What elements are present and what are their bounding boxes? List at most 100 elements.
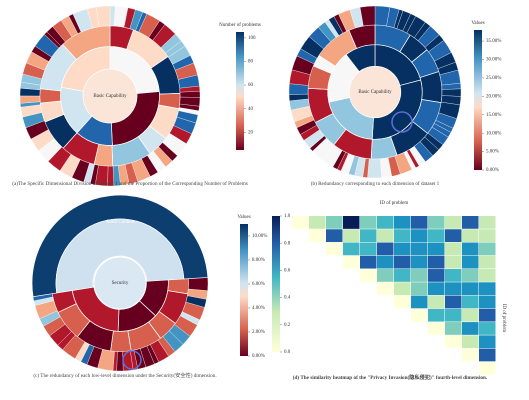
heatmap-cell [462,229,479,243]
colorbar [474,30,482,170]
sunburst-wedge [359,5,376,27]
colorbar-tick-label: 25.00% [486,76,501,81]
heatmap-cell [394,269,411,282]
colorbar-tick-label: 100 [248,36,256,41]
heatmap-cell [309,216,326,229]
colorbar-tick-label: 20.00% [486,94,501,99]
heatmap-cell [479,255,496,269]
heatmap-cell [428,255,445,269]
heatmap-cell [326,242,343,256]
x-axis-label: ID of problem [380,201,409,206]
colorbar-tick-label: 0.00% [252,354,265,359]
heatmap-cell [445,229,462,243]
heatmap-cell [445,295,462,309]
heatmap-cell [445,242,462,256]
heatmap-cell [428,308,445,322]
heatmap-cell [479,229,496,243]
heatmap-cell [343,229,360,243]
y-axis-label: ID of problem [501,304,506,333]
heatmap-cell [411,295,428,309]
heatmap-cell [377,269,394,282]
colorbar-title: Values [237,215,250,220]
heatmap-cell [360,229,377,243]
colorbar [272,216,280,352]
heatmap-cell [479,335,496,349]
sunburst-wedge [179,91,201,98]
heatmap-cell [479,308,496,322]
heatmap-cell [462,348,479,362]
heatmap-cell [394,255,411,269]
heatmap-cell [394,295,411,309]
colorbar-title: Values [471,21,484,26]
colorbar-tick-label: 0.8 [284,241,291,246]
caption: (c) The redundancy of each low-level dim… [33,371,216,379]
heatmap-cell [462,255,479,269]
colorbar-tick-label: 60 [248,83,254,88]
heatmap-cell [411,308,428,322]
heatmap-cell [377,255,394,269]
heatmap-cell [462,269,479,282]
colorbar-tick-label: 10.00% [252,234,267,239]
heatmap-cell [343,216,360,229]
heatmap-cell [462,335,479,349]
heatmap-cell [462,282,479,296]
heatmap-cell [377,242,394,256]
colorbar-tick-label: 40 [248,107,254,112]
heatmap-cell [479,269,496,282]
heatmap-cell [326,216,343,229]
heatmap-cell [428,242,445,256]
heatmap-cell [479,216,496,229]
heatmap-cell [360,269,377,282]
heatmap-cell [479,348,496,362]
heatmap-cell [428,216,445,229]
heatmap-cell [394,242,411,256]
heatmap-cell [360,255,377,269]
heatmap-cell [377,282,394,296]
heatmap-cell [394,216,411,229]
colorbar-tick-label: 2.00% [252,330,265,335]
heatmap-cell [292,216,309,229]
colorbar-tick-label: 0.4 [284,296,291,301]
heatmap-cell [445,335,462,349]
heatmap-cell [445,322,462,335]
colorbar-tick-label: 6.00% [252,282,265,287]
caption: (b) Redundancy corresponding to each dim… [311,180,440,187]
heatmap-cell [411,216,428,229]
heatmap-cell [428,282,445,296]
sunburst-wedge [441,88,462,97]
colorbar-title: Number of problems [219,23,261,28]
colorbar-tick-label: 5.00% [486,150,499,155]
colorbar [240,224,248,356]
heatmap-cell [377,216,394,229]
heatmap-cell [411,282,428,296]
colorbar-tick-label: 1.0 [284,214,291,219]
colorbar-tick-label: 15.00% [486,113,501,118]
sunburst-center [93,256,147,310]
heatmap-cell [445,282,462,296]
heatmap-cell [445,255,462,269]
colorbar-tick-label: 0.0 [284,350,291,355]
caption: (a)The Specific Dimensional Division of … [12,180,248,187]
colorbar-tick-label: 4.00% [252,306,265,311]
colorbar-tick-label: 0.6 [284,269,291,274]
colorbar-tick-label: 10.00% [486,131,501,136]
heatmap-cell [428,295,445,309]
outer-label: Adult Content [106,220,135,225]
heatmap-cell [360,216,377,229]
colorbar-tick-label: 20 [248,130,254,135]
sunburst-wedge [95,5,111,27]
heatmap-cell [479,295,496,309]
colorbar [236,32,244,150]
sunburst-wedge [116,351,124,372]
heatmap-cell [411,229,428,243]
heatmap-cell [411,269,428,282]
heatmap-cell [445,216,462,229]
colorbar-tick-label: 8.00% [252,258,265,263]
heatmap-cell [377,229,394,243]
heatmap-cell [326,229,343,243]
heatmap-cell [343,255,360,269]
heatmap-cell [479,242,496,256]
heatmap-cell [462,295,479,309]
sunburst-wedge [367,158,382,179]
sunburst-wedge [55,218,185,294]
